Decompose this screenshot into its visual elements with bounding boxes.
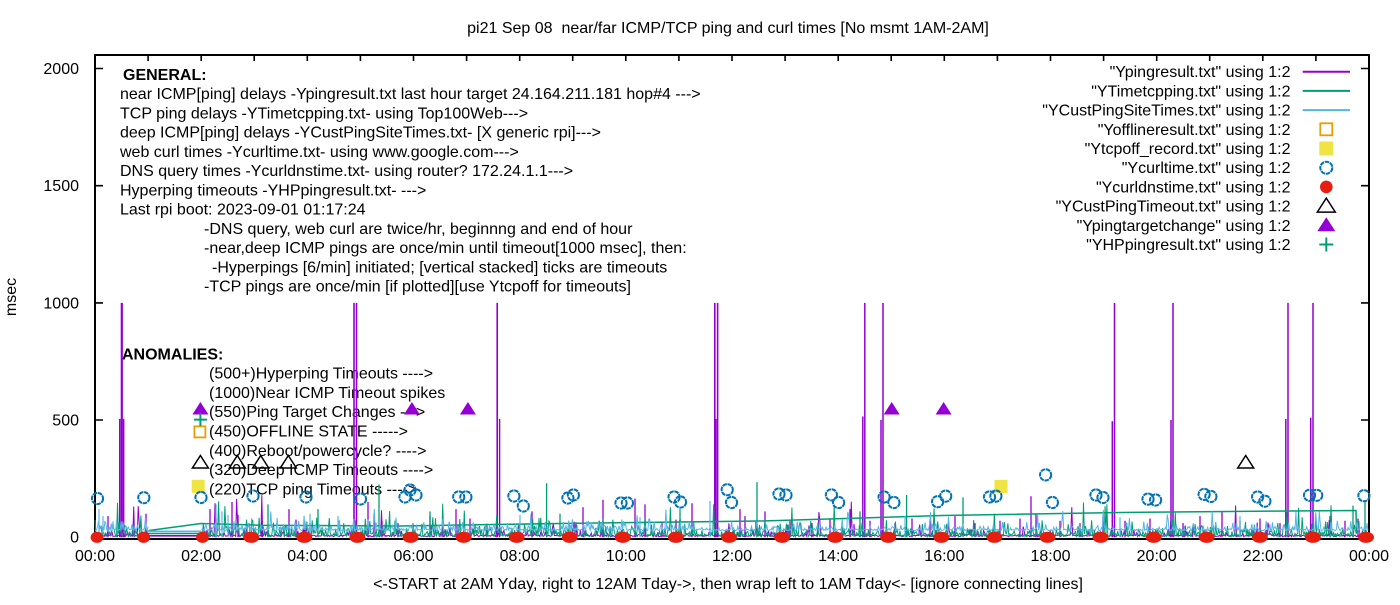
svg-text:-TCP pings are once/min [if pl: -TCP pings are once/min [if plotted][use… xyxy=(204,279,631,296)
svg-text:<-START at 2AM Yday, right to: <-START at 2AM Yday, right to 12AM Tday-… xyxy=(373,576,1083,593)
svg-text:02:00: 02:00 xyxy=(181,548,221,565)
svg-text:msec: msec xyxy=(3,278,20,316)
svg-text:(220)TCP ping Timeouts ---->: (220)TCP ping Timeouts ----> xyxy=(209,481,417,498)
svg-text:deep ICMP[ping] delays -YCustP: deep ICMP[ping] delays -YCustPingSiteTim… xyxy=(120,125,601,142)
svg-text:GENERAL:: GENERAL: xyxy=(123,67,207,84)
svg-text:Last rpi boot: 2023-09-01 01:1: Last rpi boot: 2023-09-01 01:17:24 xyxy=(120,202,366,219)
svg-text:"Ycurldnstime.txt" using 1:2: "Ycurldnstime.txt" using 1:2 xyxy=(1096,179,1291,196)
svg-text:1000: 1000 xyxy=(43,295,79,312)
svg-text:"Ypingresult.txt" using 1:2: "Ypingresult.txt" using 1:2 xyxy=(1110,64,1291,81)
svg-text:00:00: 00:00 xyxy=(75,548,115,565)
svg-text:-DNS query, web curl are twice: -DNS query, web curl are twice/hr, begin… xyxy=(204,221,633,238)
svg-text:-near,deep ICMP pings are once: -near,deep ICMP pings are once/min until… xyxy=(204,240,687,257)
svg-text:"YCustPingSiteTimes.txt" using: "YCustPingSiteTimes.txt" using 1:2 xyxy=(1042,103,1290,120)
svg-text:near ICMP[ping] delays -Ypingr: near ICMP[ping] delays -Ypingresult.txt … xyxy=(120,86,701,103)
svg-text:"YHPpingresult.txt" using 1:2: "YHPpingresult.txt" using 1:2 xyxy=(1086,237,1290,254)
svg-text:-Hyperpings [6/min] initiated;: -Hyperpings [6/min] initiated; [vertical… xyxy=(212,259,667,276)
svg-text:1500: 1500 xyxy=(43,178,79,195)
svg-text:18:00: 18:00 xyxy=(1030,548,1070,565)
svg-text:12:00: 12:00 xyxy=(712,548,752,565)
svg-text:"Ypingtargetchange" using 1:2: "Ypingtargetchange" using 1:2 xyxy=(1077,218,1291,235)
svg-text:pi21 Sep 08 near/far ICMP/TCP: pi21 Sep 08 near/far ICMP/TCP ping and c… xyxy=(467,20,989,37)
svg-text:04:00: 04:00 xyxy=(287,548,327,565)
svg-text:(1000)Near ICMP Timeout spikes: (1000)Near ICMP Timeout spikes xyxy=(209,385,445,402)
svg-text:(550)Ping Target Changes --->: (550)Ping Target Changes ---> xyxy=(209,404,425,421)
svg-text:(320)Deep ICMP Timeouts ---->: (320)Deep ICMP Timeouts ----> xyxy=(209,462,433,479)
svg-text:"YTimetcpping.txt" using 1:2: "YTimetcpping.txt" using 1:2 xyxy=(1091,83,1290,100)
svg-text:TCP ping delays -YTimetcpping.: TCP ping delays -YTimetcpping.txt- using… xyxy=(120,105,528,122)
svg-text:2000: 2000 xyxy=(43,61,79,78)
svg-text:Hyperping timeouts -YHPpingres: Hyperping timeouts -YHPpingresult.txt- -… xyxy=(120,182,426,199)
svg-text:"Yofflineresult.txt" using 1:2: "Yofflineresult.txt" using 1:2 xyxy=(1098,122,1291,139)
svg-text:06:00: 06:00 xyxy=(393,548,433,565)
svg-text:10:00: 10:00 xyxy=(606,548,646,565)
svg-text:22:00: 22:00 xyxy=(1243,548,1283,565)
svg-text:"YCustPingTimeout.txt" using 1: "YCustPingTimeout.txt" using 1:2 xyxy=(1056,199,1291,216)
svg-text:500: 500 xyxy=(52,413,79,430)
svg-text:08:00: 08:00 xyxy=(500,548,540,565)
svg-text:0: 0 xyxy=(70,530,79,547)
svg-text:(450)OFFLINE STATE ----->: (450)OFFLINE STATE -----> xyxy=(209,424,408,441)
svg-text:"Ytcpoff_record.txt" using 1:2: "Ytcpoff_record.txt" using 1:2 xyxy=(1085,141,1291,158)
svg-text:ANOMALIES:: ANOMALIES: xyxy=(122,346,223,363)
svg-text:14:00: 14:00 xyxy=(818,548,858,565)
svg-text:DNS query times -Ycurldnstime.: DNS query times -Ycurldnstime.txt- using… xyxy=(120,163,573,180)
svg-text:"Ycurltime.txt" using 1:2: "Ycurltime.txt" using 1:2 xyxy=(1122,160,1291,177)
svg-text:00:00: 00:00 xyxy=(1349,548,1389,565)
svg-text:(400)Reboot/powercycle? ---->: (400)Reboot/powercycle? ----> xyxy=(209,443,426,460)
svg-text:web curl times -Ycurltime.txt-: web curl times -Ycurltime.txt- using www… xyxy=(119,144,519,161)
svg-text:20:00: 20:00 xyxy=(1137,548,1177,565)
svg-text:16:00: 16:00 xyxy=(924,548,964,565)
svg-text:(500+)Hyperping Timeouts ---->: (500+)Hyperping Timeouts ----> xyxy=(209,366,433,383)
